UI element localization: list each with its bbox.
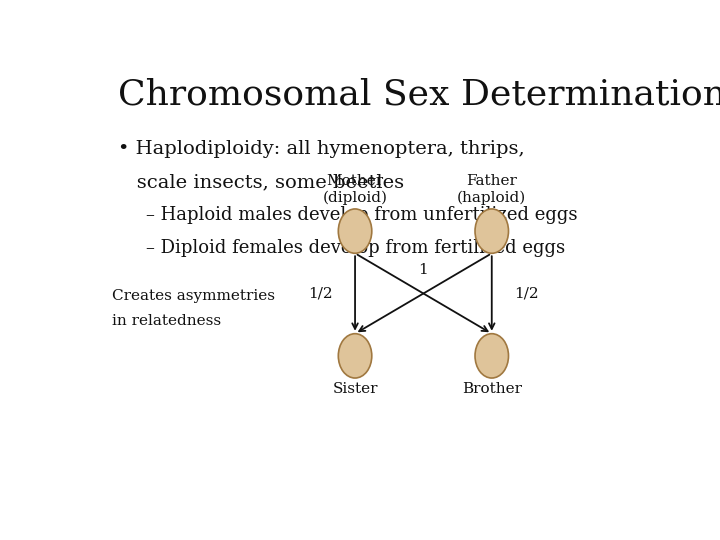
Text: – Haploid males develop from unfertilized eggs: – Haploid males develop from unfertilize…	[145, 206, 577, 224]
Text: – Diploid females develop from fertilized eggs: – Diploid females develop from fertilize…	[145, 239, 565, 258]
Text: Father
(haploid): Father (haploid)	[457, 174, 526, 205]
Text: Mother
(diploid): Mother (diploid)	[323, 174, 387, 205]
Ellipse shape	[338, 209, 372, 253]
Text: Sister: Sister	[333, 382, 378, 396]
Text: Brother: Brother	[462, 382, 522, 396]
Text: 1/2: 1/2	[514, 287, 539, 300]
Text: in relatedness: in relatedness	[112, 314, 222, 328]
Text: 1/2: 1/2	[308, 287, 333, 300]
Ellipse shape	[475, 209, 508, 253]
Text: 1: 1	[418, 263, 428, 277]
Text: Creates asymmetries: Creates asymmetries	[112, 289, 275, 303]
Ellipse shape	[338, 334, 372, 378]
Text: scale insects, some beetles: scale insects, some beetles	[118, 173, 404, 191]
Text: • Haplodiploidy: all hymenoptera, thrips,: • Haplodiploidy: all hymenoptera, thrips…	[118, 140, 525, 158]
Text: Chromosomal Sex Determination: Chromosomal Sex Determination	[118, 77, 720, 111]
Ellipse shape	[475, 334, 508, 378]
